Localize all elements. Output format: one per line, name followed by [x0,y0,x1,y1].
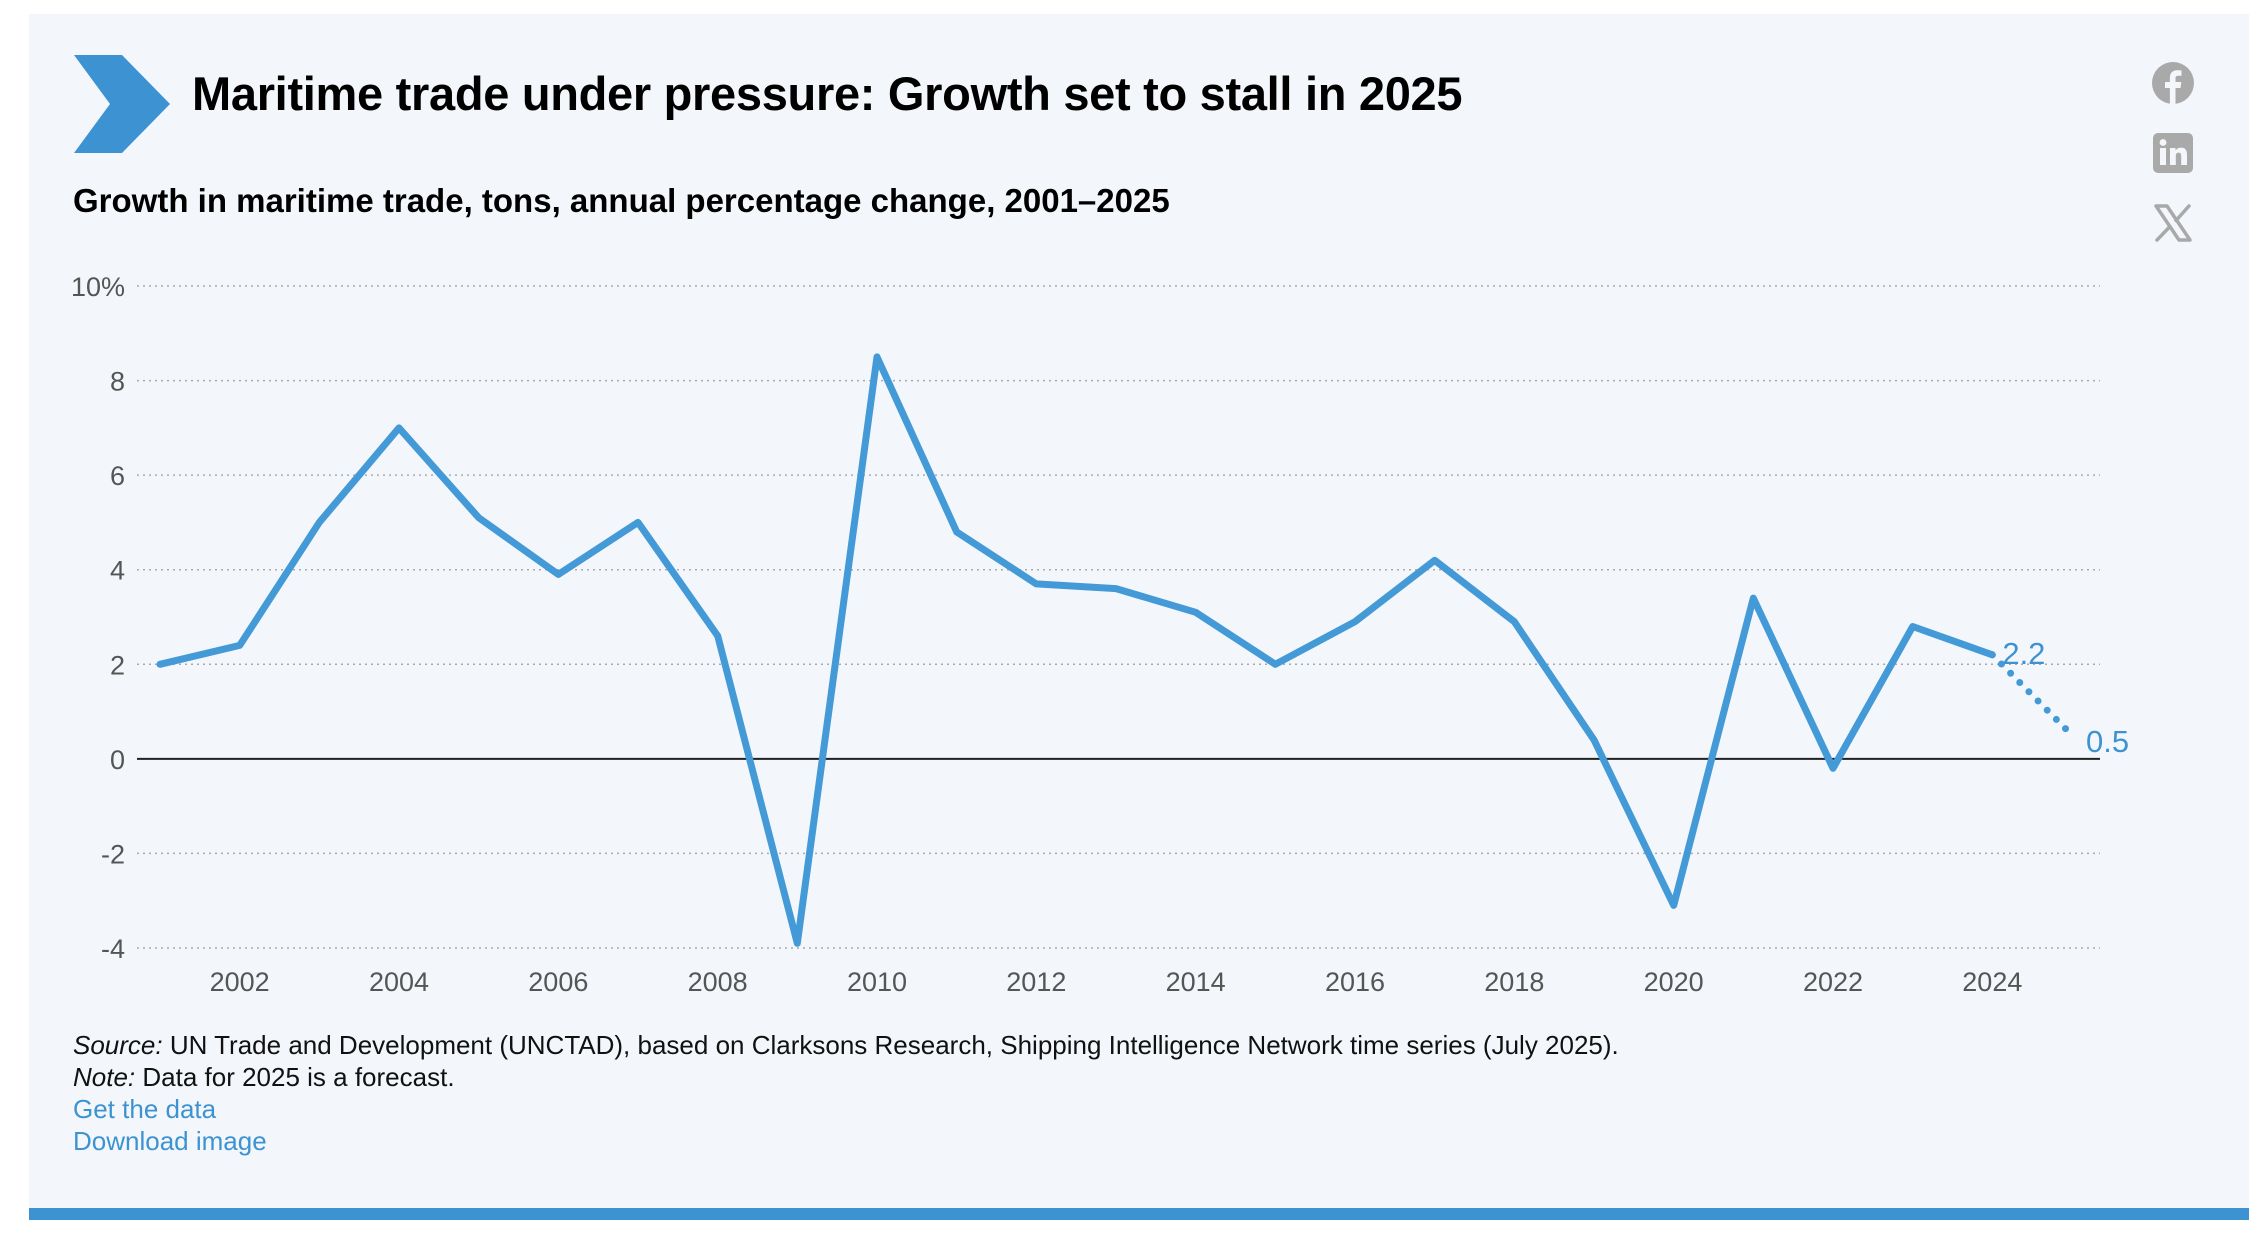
forecast-note: Note: Data for 2025 is a forecast. [73,1062,455,1093]
y-tick-label: 0 [110,745,125,775]
x-tick-label: 2006 [528,967,588,997]
x-tick-label: 2002 [210,967,270,997]
chart-card [29,14,2249,1214]
x-tick-label: 2004 [369,967,429,997]
x-tick-label: 2024 [1962,967,2022,997]
note-text: Data for 2025 is a forecast. [135,1062,455,1092]
x-tick-label: 2012 [1006,967,1066,997]
x-tick-label: 2018 [1484,967,1544,997]
y-tick-label: 8 [110,367,125,397]
chart-subtitle: Growth in maritime trade, tons, annual p… [73,182,1170,219]
facebook-icon[interactable] [2150,60,2196,106]
get-data-link[interactable]: Get the data [73,1094,217,1124]
x-icon[interactable] [2150,200,2196,246]
x-tick-label: 2022 [1803,967,1863,997]
x-tick-label: 2014 [1166,967,1226,997]
x-tick-label: 2020 [1644,967,1704,997]
source-label: Source: [73,1030,163,1060]
y-tick-label: -4 [101,934,125,964]
x-tick-label: 2016 [1325,967,1385,997]
data-label: 2.2 [2002,636,2045,671]
chevron-logo-icon [74,55,170,153]
source-text: UN Trade and Development (UNCTAD), based… [162,1030,1619,1060]
y-tick-label: -2 [101,839,125,869]
y-tick-label: 2 [110,650,125,680]
series-line-actual [156,353,1996,947]
download-image-link[interactable]: Download image [73,1126,267,1156]
y-tick-label: 10% [71,272,125,302]
series-line-forecast [1988,651,2076,739]
linkedin-icon[interactable] [2150,130,2196,176]
y-tick-label: 4 [110,556,125,586]
chart-title: Maritime trade under pressure: Growth se… [192,67,1463,120]
source-note: Source: UN Trade and Development (UNCTAD… [73,1030,1619,1061]
note-label: Note: [73,1062,136,1092]
x-tick-label: 2008 [688,967,748,997]
data-label: 0.5 [2086,724,2129,759]
bottom-accent-bar [29,1208,2249,1220]
x-tick-label: 2010 [847,967,907,997]
y-tick-label: 6 [110,461,125,491]
